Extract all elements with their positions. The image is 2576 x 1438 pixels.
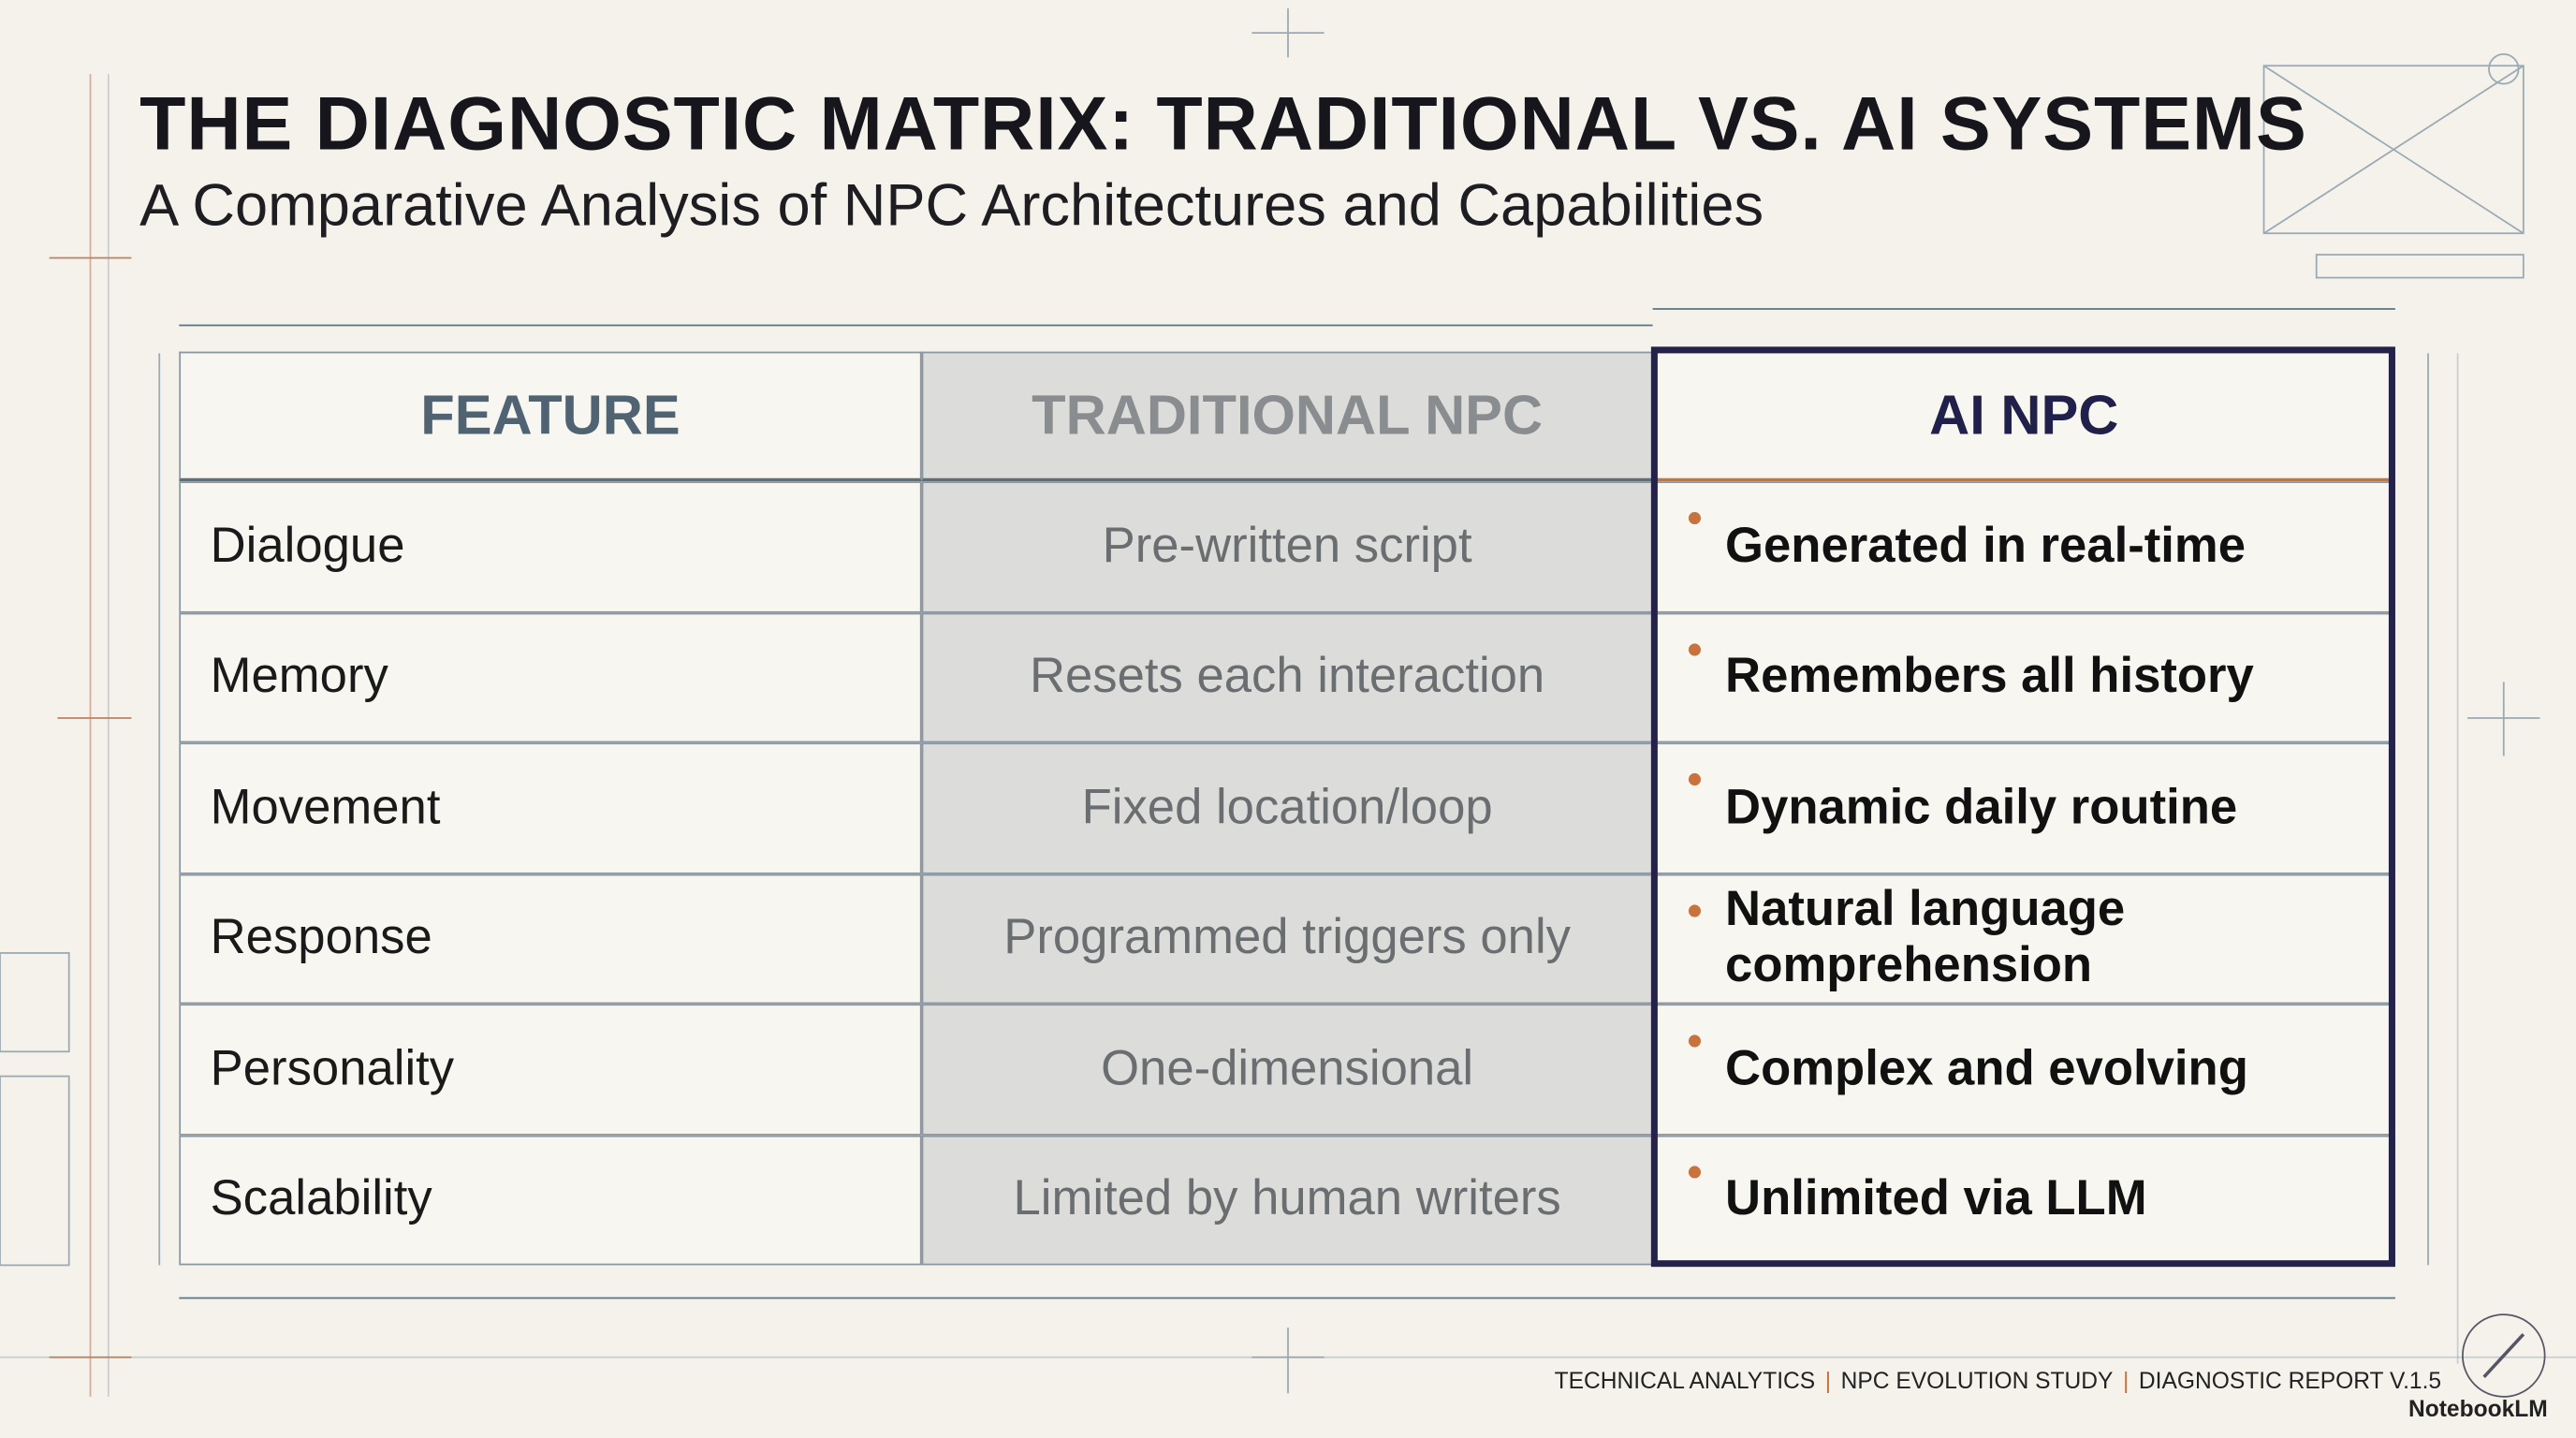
bullet: • [1687, 624, 1703, 673]
separator: | [2122, 1367, 2130, 1394]
cell-text: Remembers all history [1725, 649, 2254, 704]
footer: TECHNICAL ANALYTICS | NPC EVOLUTION STUDY |… [1555, 1367, 2441, 1393]
table-cell: • Dynamic daily routine [1652, 742, 2395, 873]
bullet: • [1687, 885, 1703, 934]
footer-item: DIAGNOSTIC REPORT V.1.5 [2138, 1367, 2442, 1394]
separator: | [1824, 1367, 1832, 1394]
bullet: • [1687, 754, 1703, 804]
header-cell: TRADITIONAL NPC [921, 351, 1653, 482]
table-cell: Programmed triggers only [921, 873, 1653, 1005]
table-cell: Memory [179, 611, 922, 743]
bullet: • [1687, 1015, 1703, 1065]
cell-text: Dynamic daily routine [1725, 780, 2238, 835]
cell-text: Complex and evolving [1725, 1041, 2248, 1096]
table-cell: Personality [179, 1004, 922, 1135]
header-cell: AI NPC [1652, 351, 2395, 482]
cell-text: Natural language comprehension [1725, 882, 2126, 993]
table-cell: Dialogue [179, 481, 922, 612]
header-cell: FEATURE [179, 351, 922, 482]
table-cell: • Natural language comprehension [1652, 873, 2395, 1005]
comparison-table: FEATURE TRADITIONAL NPC AI NPC Dialogue Pre-… [179, 346, 2395, 1268]
table-cell: Movement [179, 742, 922, 873]
table-cell: Fixed location/loop [921, 742, 1653, 873]
table-cell: Response [179, 873, 922, 1005]
table-cell: Pre-written script [921, 481, 1653, 612]
table-cell: Resets each interaction [921, 611, 1653, 743]
table-cell: Limited by human writers [921, 1134, 1653, 1266]
bullet: • [1687, 492, 1703, 543]
brand: NotebookLM [2408, 1395, 2548, 1422]
subtitle: A Comparative Analysis of NPC Architectu… [139, 170, 1764, 239]
bullet: • [1687, 1146, 1703, 1196]
table-cell: Scalability [179, 1134, 922, 1266]
title: THE DIAGNOSTIC MATRIX: TRADITIONAL VS. A… [139, 80, 2307, 167]
table-cell: • Remembers all history [1652, 611, 2395, 743]
footer-item: NPC EVOLUTION STUDY [1840, 1367, 2114, 1394]
cell-text: Unlimited via LLM [1725, 1171, 2147, 1226]
cell-text: Generated in real-time [1725, 519, 2247, 574]
footer-item: TECHNICAL ANALYTICS [1554, 1367, 1816, 1394]
table-cell: • Complex and evolving [1652, 1004, 2395, 1135]
table-cell: • Generated in real-time [1652, 481, 2395, 612]
highlight-frame [1650, 346, 2395, 1268]
table-cell: One-dimensional [921, 1004, 1653, 1135]
